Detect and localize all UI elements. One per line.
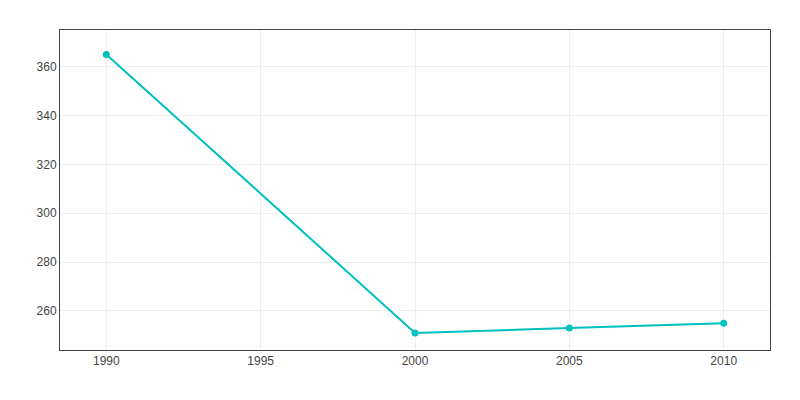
svg-text:1995: 1995: [247, 354, 274, 368]
svg-text:360: 360: [37, 60, 57, 74]
svg-text:300: 300: [37, 206, 57, 220]
svg-text:1990: 1990: [93, 354, 120, 368]
svg-text:2005: 2005: [556, 354, 583, 368]
svg-text:2000: 2000: [402, 354, 429, 368]
svg-text:320: 320: [37, 158, 57, 172]
svg-text:340: 340: [37, 109, 57, 123]
svg-text:260: 260: [37, 304, 57, 318]
svg-text:280: 280: [37, 255, 57, 269]
svg-text:2010: 2010: [710, 354, 737, 368]
